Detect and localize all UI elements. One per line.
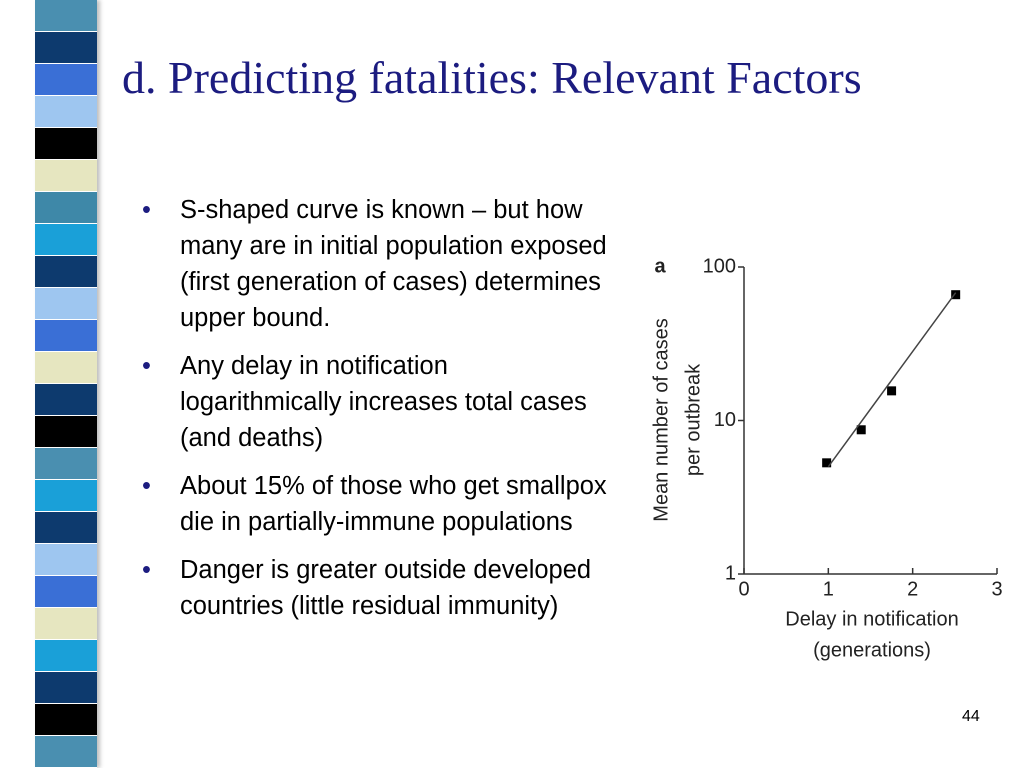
data-point — [887, 386, 897, 396]
fit-line — [827, 292, 957, 468]
stripe-band — [35, 512, 97, 544]
stripe-band — [35, 192, 97, 224]
y-tick-label: 1 — [725, 562, 736, 584]
y-tick-label: 10 — [714, 409, 736, 431]
stripe-band — [35, 224, 97, 256]
panel-label: a — [654, 255, 666, 277]
page-number: 44 — [962, 708, 980, 725]
stripe-band — [35, 96, 97, 128]
y-axis-title: Mean number of cases — [650, 318, 672, 521]
stripe-band — [35, 320, 97, 352]
stripe-band — [35, 128, 97, 160]
decorative-stripe — [35, 0, 97, 768]
stripe-band — [35, 640, 97, 672]
data-point — [951, 290, 961, 300]
stripe-band — [35, 288, 97, 320]
data-point — [822, 458, 832, 468]
stripe-band — [35, 736, 97, 768]
stripe-band — [35, 480, 97, 512]
x-tick-label: 3 — [991, 578, 1002, 600]
bullet: Any delay in notification logarithmicall… — [142, 348, 612, 456]
bullet: S-shaped curve is known – but how many a… — [142, 192, 612, 336]
stripe-band — [35, 32, 97, 64]
data-point — [856, 425, 866, 435]
stripe-band — [35, 352, 97, 384]
stripe-band — [35, 64, 97, 96]
bullet-list: S-shaped curve is known – but how many a… — [142, 192, 612, 636]
stripe-band — [35, 608, 97, 640]
stripe-band — [35, 256, 97, 288]
bullet: Danger is greater outside developed coun… — [142, 552, 612, 624]
stripe-band — [35, 576, 97, 608]
stripe-band — [35, 544, 97, 576]
y-axis-title: per outbreak — [682, 363, 704, 476]
x-tick-label: 2 — [907, 578, 918, 600]
slide-title: d. Predicting fatalities: Relevant Facto… — [122, 52, 862, 103]
bullet: About 15% of those who get smallpox die … — [142, 468, 612, 540]
y-tick-label: 100 — [703, 255, 736, 277]
stripe-band — [35, 384, 97, 416]
stripe-band — [35, 672, 97, 704]
x-axis-title: (generations) — [813, 639, 931, 661]
stripe-band — [35, 160, 97, 192]
x-axis-title: Delay in notification — [785, 608, 958, 630]
x-tick-label: 1 — [823, 578, 834, 600]
stripe-band — [35, 416, 97, 448]
stripe-band — [35, 704, 97, 736]
stripe-band — [35, 0, 97, 32]
x-tick-label: 0 — [738, 578, 749, 600]
stripe-band — [35, 448, 97, 480]
